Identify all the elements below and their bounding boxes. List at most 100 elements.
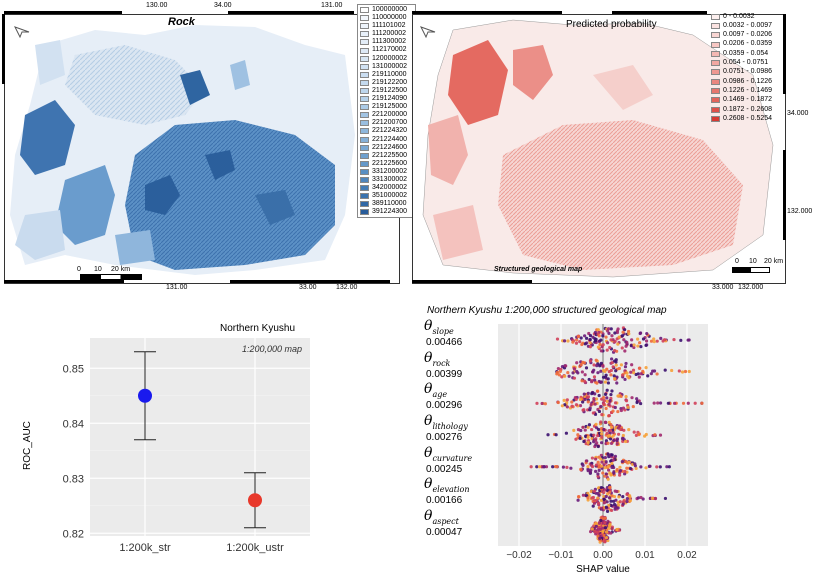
shap-point — [655, 372, 659, 376]
shap-point — [667, 465, 671, 469]
shap-point — [603, 516, 607, 520]
shap-point — [586, 491, 590, 495]
rock-legend-swatch — [360, 15, 369, 22]
shap-point — [644, 343, 648, 347]
shap-point — [610, 357, 614, 361]
rock-legend-label: 221200700 — [372, 119, 408, 127]
shap-point — [574, 341, 579, 345]
probability-legend-row: 0.0032 - 0.0097 — [709, 21, 787, 30]
rock-legend-row: 131000002 — [358, 63, 415, 71]
shap-point — [586, 391, 590, 395]
shap-point — [555, 337, 560, 341]
shap-point — [603, 456, 607, 460]
shap-point — [686, 401, 690, 405]
shap-point — [673, 401, 677, 405]
shap-point — [583, 428, 587, 432]
shap-point — [599, 464, 604, 468]
shap-point — [624, 399, 629, 403]
shap-point — [605, 492, 610, 496]
rock-legend-row: 221200700 — [358, 119, 415, 127]
rock-legend-swatch — [360, 185, 369, 192]
shap-point — [627, 427, 631, 432]
shap-point — [658, 433, 663, 437]
rock-legend-label: 111300002 — [372, 38, 406, 46]
shap-point — [555, 370, 560, 374]
shap-point — [607, 331, 611, 336]
shap-point — [652, 337, 656, 341]
shap-point — [653, 496, 658, 501]
north-arrow-icon — [420, 26, 436, 38]
rock-legend-swatch — [360, 144, 369, 151]
rock-legend-label: 219122200 — [372, 78, 408, 86]
shap-point — [605, 399, 609, 403]
shap-point — [586, 464, 590, 469]
shap-point — [599, 485, 603, 490]
shap-point — [581, 425, 585, 429]
shap-point — [603, 466, 607, 470]
shap-feature-importance: 0.00245 — [426, 463, 463, 475]
shap-point — [632, 343, 636, 347]
shap-point — [607, 402, 611, 407]
shap-point — [594, 457, 598, 461]
shap-point — [586, 435, 590, 440]
shap-point — [576, 427, 581, 432]
shap-feature-name: θelevation — [424, 476, 470, 494]
rock-legend-swatch — [360, 7, 369, 14]
shap-point — [611, 430, 615, 434]
probability-legend-swatch — [711, 32, 720, 39]
rock-legend-label: 391224300 — [372, 208, 408, 216]
shap-point — [560, 404, 564, 408]
shap-point — [608, 522, 612, 526]
shap-point — [601, 334, 605, 338]
shap-point — [621, 495, 625, 499]
shap-point — [599, 349, 603, 353]
shap-point — [594, 422, 598, 426]
map-frame-bar-right-top-2 — [612, 11, 707, 14]
shap-point — [596, 491, 600, 496]
shap-point — [615, 527, 619, 532]
shap-feature-symbol: θ — [424, 349, 433, 366]
shap-point — [618, 465, 622, 469]
rock-legend-row: 221224600 — [358, 144, 415, 152]
shap-point — [609, 338, 613, 342]
rock-legend-swatch — [360, 120, 369, 127]
shap-point — [624, 344, 628, 348]
rock-legend-label: 221225500 — [372, 151, 408, 159]
shap-point — [598, 364, 602, 368]
shap-point — [584, 459, 588, 463]
shap-point — [626, 405, 630, 410]
rock-legend-swatch — [360, 87, 369, 94]
shap-feature-symbol: θ — [424, 413, 433, 429]
shap-feature-symbol: θ — [424, 508, 433, 525]
rock-legend-label: 221200000 — [372, 111, 408, 119]
probability-legend-row: 0.0359 - 0.054 — [709, 49, 787, 58]
shap-point — [611, 434, 615, 438]
shap-point — [627, 460, 631, 464]
shap-point — [613, 401, 618, 405]
shap-point — [613, 454, 618, 458]
shap-point — [635, 400, 639, 405]
shap-point — [587, 423, 592, 427]
shap-point — [540, 401, 544, 406]
shap-point — [612, 438, 616, 443]
shap-point — [624, 460, 628, 464]
shap-point — [603, 380, 608, 384]
rock-legend-label: 342000002 — [372, 184, 408, 192]
shap-point — [621, 406, 626, 410]
shap-feature-name: θslope — [424, 318, 454, 336]
shap-point — [602, 490, 606, 495]
shap-point — [636, 372, 640, 376]
rock-legend-row: 331300002 — [358, 176, 415, 184]
shap-point — [620, 334, 625, 338]
probability-legend-swatch — [711, 115, 720, 122]
shap-point — [535, 401, 539, 405]
shap-point — [592, 363, 596, 367]
shap-point — [604, 335, 608, 339]
shap-point — [605, 367, 609, 371]
shap-point — [593, 529, 597, 534]
shap-point — [599, 498, 604, 502]
rock-legend-row: 100000000 — [358, 6, 415, 14]
shap-point — [656, 401, 660, 405]
shap-feature-name: θage — [424, 381, 447, 399]
shap-point — [604, 460, 608, 464]
